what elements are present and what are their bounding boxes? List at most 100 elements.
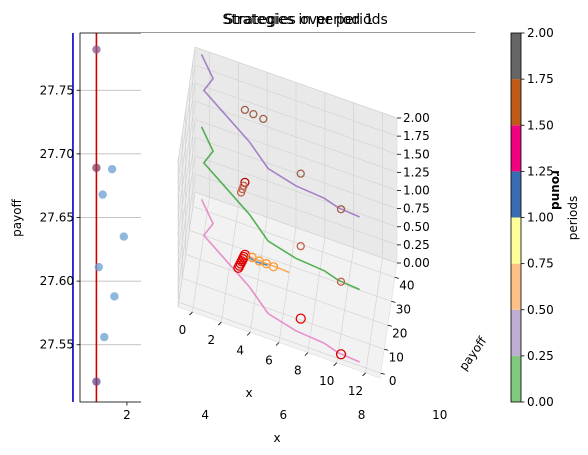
3d-gridline	[177, 101, 196, 217]
3d-y-tick	[394, 276, 399, 279]
scatter-point	[110, 292, 119, 301]
3d-series-lines	[200, 53, 360, 363]
3d-marker	[336, 277, 346, 286]
x-tick-label: 6	[280, 408, 288, 422]
3d-z-tick-label: 1.25	[403, 165, 430, 179]
3d-gridline	[365, 257, 383, 373]
colorbar-tick-label: 1.75	[527, 72, 554, 86]
3d-marker	[259, 114, 268, 124]
x-tick-label: 8	[358, 408, 366, 422]
y-tick-label: 27.60	[40, 274, 74, 288]
3d-gridline	[177, 119, 196, 235]
3d-gridline	[192, 197, 210, 313]
3d-gridline	[194, 173, 398, 246]
3d-marker	[233, 262, 244, 273]
3d-gridline	[192, 206, 395, 278]
3d-gridline	[194, 82, 398, 155]
scatter-point	[92, 377, 101, 386]
3d-z-tick-label: 0.50	[403, 220, 430, 234]
3d-x-tick	[333, 362, 337, 367]
3d-y-tick-label: 0	[389, 374, 397, 388]
colorbar-tick-label: 0.75	[527, 257, 554, 271]
3d-gridline	[177, 65, 196, 181]
3d-x-tick	[189, 311, 193, 316]
3d-x-axis-label: x	[245, 386, 252, 400]
3d-z-tick-label: 1.75	[403, 129, 430, 143]
x-tick-label: 2	[123, 408, 131, 422]
3d-strategies-plot: 0 2 4 6 8 10 12 0 10 20 30 40 0.00 0.25 0.50 0.75 1.00 1.…	[141, 33, 563, 408]
3d-gridline	[182, 277, 385, 350]
3d-series-line	[200, 198, 360, 363]
colorbar-segment	[511, 33, 521, 80]
3d-z-axis-label: round	[549, 170, 563, 210]
3d-y-tick	[380, 372, 385, 375]
3d-z-tick-label: 2.00	[403, 111, 430, 125]
3d-marker	[335, 349, 347, 360]
scatter-point	[94, 262, 103, 272]
3d-gridline	[194, 137, 398, 209]
3d-gridline	[177, 155, 196, 271]
3d-x-tick-label: 6	[265, 354, 273, 368]
3d-gridline	[194, 101, 398, 173]
3d-series-line	[200, 126, 360, 291]
x-tick-label: 10	[432, 408, 447, 422]
3d-z-tick-label: 0.75	[403, 202, 430, 216]
3d-x-tick-label: 12	[348, 384, 363, 398]
3d-y-tick	[391, 300, 396, 303]
3d-marker	[268, 262, 279, 272]
scatter-point	[98, 190, 107, 199]
colorbar-tick-label: 0.25	[527, 349, 554, 363]
3d-gridline	[177, 83, 196, 199]
3d-y-tick-label: 40	[399, 278, 414, 292]
3d-marker	[240, 105, 250, 115]
3d-gridline	[177, 191, 196, 308]
3d-gridline	[194, 155, 398, 228]
3d-y-tick-label: 20	[392, 326, 407, 340]
3d-gridline	[194, 46, 398, 119]
3d-gridline	[336, 247, 355, 363]
3d-x-tick-label: 0	[179, 323, 187, 337]
3d-gridline	[194, 119, 398, 191]
3d-gridline	[178, 301, 381, 374]
3d-marker	[295, 313, 306, 324]
colorbar-segment	[511, 171, 521, 218]
3d-y-tick	[384, 348, 389, 351]
3d-x-tick-label: 10	[319, 374, 334, 388]
3d-x-tick	[275, 342, 280, 346]
scatter-title: Strategies in period 1	[222, 12, 373, 28]
3d-marker	[247, 252, 257, 263]
scatter-point	[107, 164, 117, 174]
3d-z-tick-label: 0.25	[403, 238, 430, 252]
3d-y-tick-label: 30	[396, 302, 411, 316]
3d-x-tick	[246, 332, 251, 336]
scatter-points	[92, 45, 129, 386]
colorbar-segment	[511, 263, 521, 310]
3d-x-tick	[218, 321, 222, 326]
colorbar-label: periods	[566, 196, 580, 240]
y-tick-label: 27.55	[40, 338, 74, 352]
colorbar-segment	[511, 79, 521, 126]
colorbar-segment	[511, 309, 521, 356]
3d-marker	[336, 205, 346, 214]
3d-gridline	[278, 227, 297, 343]
colorbar-tick-label: 1.25	[527, 164, 554, 178]
y-tick-label: 27.70	[40, 147, 74, 161]
scatter-point	[92, 45, 101, 54]
y-tick-label: 27.75	[40, 83, 74, 97]
3d-gridline	[185, 254, 388, 326]
3d-y-tick	[387, 324, 392, 327]
3d-marker	[296, 169, 305, 178]
3d-x-tick	[304, 352, 309, 356]
3d-gridlines	[177, 46, 398, 374]
3d-marker	[236, 188, 246, 197]
y-tick-label: 27.65	[40, 211, 74, 225]
3d-x-tick-label: 2	[207, 333, 215, 347]
vertical-reference-lines	[72, 33, 98, 402]
3d-series-line	[245, 255, 268, 267]
scatter-point	[119, 232, 129, 241]
scatter-point	[92, 163, 101, 173]
colorbar-tick-label: 0.50	[527, 303, 554, 317]
3d-series-line	[200, 53, 360, 218]
3d-gridline	[177, 137, 196, 253]
